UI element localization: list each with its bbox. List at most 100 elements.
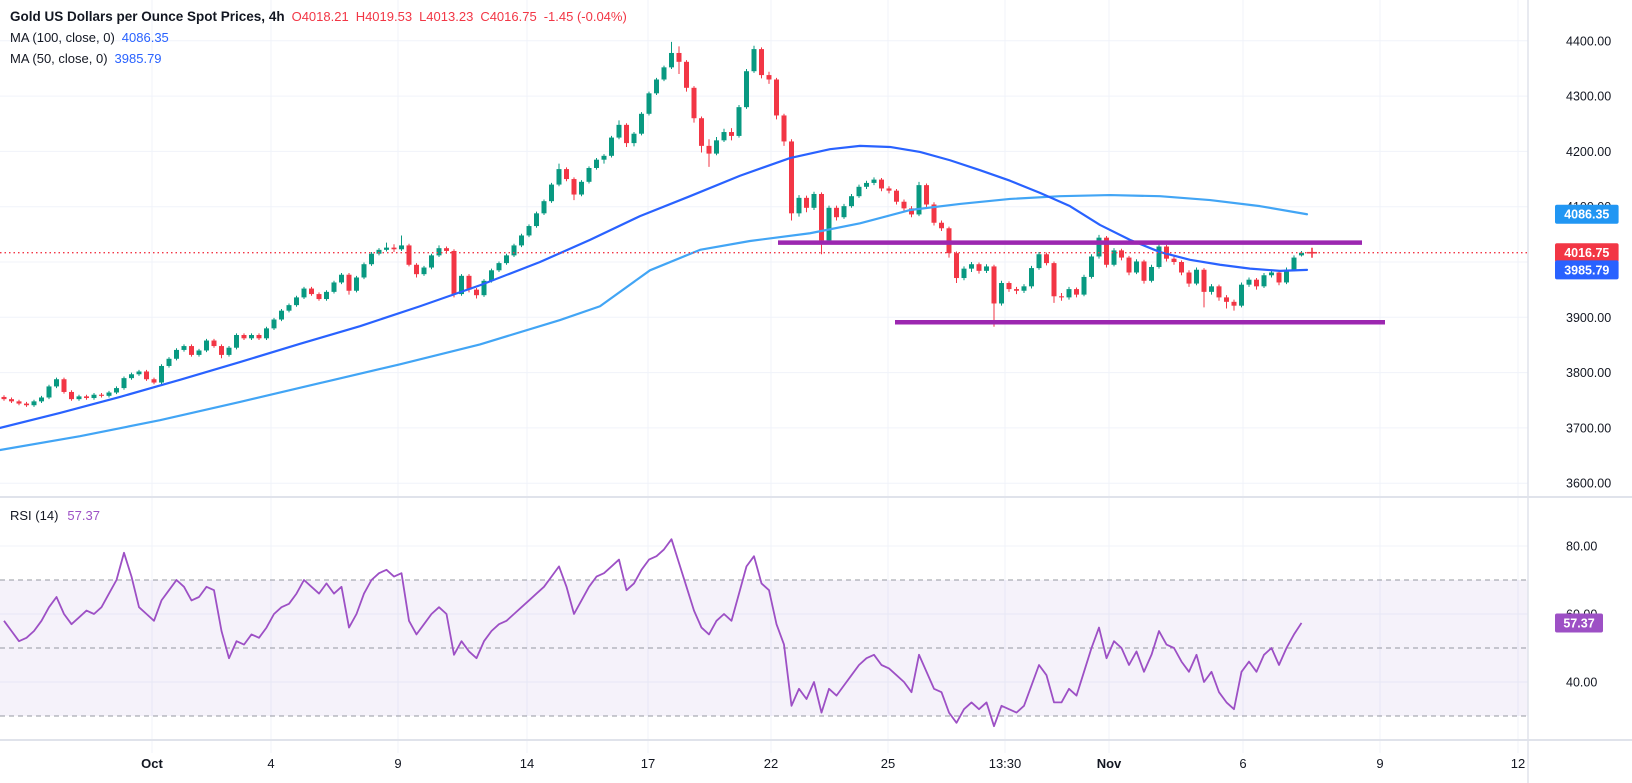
candle <box>286 305 292 311</box>
candle <box>99 394 104 396</box>
candle <box>1036 254 1042 269</box>
svg-text:4400.00: 4400.00 <box>1566 34 1611 48</box>
rsi-line <box>3 538 1303 728</box>
candle <box>106 392 112 396</box>
candle <box>376 249 382 254</box>
candle <box>159 365 164 383</box>
candle <box>564 169 569 180</box>
candle <box>624 124 629 144</box>
svg-text:4016.75: 4016.75 <box>1564 246 1609 260</box>
candle <box>1276 272 1282 283</box>
symbol-title: Gold US Dollars per Ounce Spot Prices, 4… <box>10 9 285 24</box>
price-badge-3985.79: 3985.79 <box>1555 260 1619 280</box>
candle <box>714 140 719 154</box>
candle <box>1216 286 1222 298</box>
ma100-value: 4086.35 <box>121 30 169 45</box>
candle <box>549 184 554 202</box>
symbol-title-row[interactable]: Gold US Dollars per Ounce Spot Prices, 4… <box>10 6 627 27</box>
svg-text:3985.79: 3985.79 <box>1564 263 1609 277</box>
candle <box>1089 256 1094 277</box>
candle <box>646 93 652 114</box>
candle <box>1254 279 1259 287</box>
candle <box>369 253 374 265</box>
rsi-value: 57.37 <box>67 508 100 523</box>
candle <box>354 277 359 291</box>
candle <box>609 137 614 156</box>
candle <box>931 204 937 223</box>
svg-text:57.37: 57.37 <box>1563 616 1594 630</box>
candle <box>1059 296 1064 298</box>
candle <box>1 396 7 400</box>
candle <box>1126 257 1132 273</box>
candle <box>1261 275 1267 287</box>
candle <box>721 132 727 141</box>
candle <box>46 386 52 398</box>
candle <box>16 401 22 404</box>
ma50-label: MA (50, close, 0) <box>10 51 108 66</box>
svg-text:3800.00: 3800.00 <box>1566 366 1611 380</box>
candle <box>1171 258 1177 262</box>
ohlc-open: O4018.21 <box>291 9 349 24</box>
candle <box>841 206 847 218</box>
candle <box>1231 301 1237 306</box>
candle <box>916 185 922 215</box>
candle <box>819 193 824 241</box>
rsi-pane-legend[interactable]: RSI (14) 57.37 <box>10 508 100 523</box>
candle <box>339 274 344 283</box>
candle <box>391 247 397 250</box>
candle <box>856 186 862 197</box>
price-pane-legend: Gold US Dollars per Ounce Spot Prices, 4… <box>10 6 627 69</box>
candle <box>301 288 307 298</box>
candle <box>519 235 524 246</box>
candle <box>541 201 547 214</box>
candle <box>1141 261 1147 281</box>
candle <box>219 346 224 355</box>
rsi-badge: 57.37 <box>1555 613 1603 633</box>
candle <box>511 245 517 256</box>
candle <box>759 49 764 76</box>
candle <box>526 226 532 236</box>
svg-text:3600.00: 3600.00 <box>1566 477 1611 491</box>
svg-text:80.00: 80.00 <box>1566 540 1597 554</box>
candle <box>234 334 239 348</box>
svg-text:4300.00: 4300.00 <box>1566 90 1611 104</box>
candle <box>939 222 944 229</box>
candle <box>331 282 337 292</box>
candle <box>1096 237 1102 257</box>
ma100-line <box>0 193 1309 452</box>
candle <box>871 179 877 183</box>
candle <box>991 266 997 304</box>
candle <box>429 255 434 268</box>
candle <box>399 245 404 250</box>
candle <box>969 264 974 269</box>
candle <box>1066 289 1072 298</box>
candle <box>1209 286 1214 292</box>
candle <box>1044 254 1049 264</box>
candle <box>909 208 914 215</box>
candle <box>151 379 157 383</box>
candle <box>406 245 412 265</box>
indicator-ma100-row[interactable]: MA (100, close, 0) 4086.35 <box>10 27 627 48</box>
candle <box>901 201 907 209</box>
candle <box>691 87 697 119</box>
indicator-ma50-row[interactable]: MA (50, close, 0) 3985.79 <box>10 48 627 69</box>
candle <box>571 179 577 195</box>
price-badge-4086.35: 4086.35 <box>1555 204 1619 224</box>
candle <box>1201 269 1207 292</box>
candle <box>1119 250 1124 258</box>
candle <box>136 371 142 375</box>
time-axis[interactable]: Oct 4 9 14 17 22 25 13:30 Nov 6 9 12 <box>141 756 1525 771</box>
candle <box>684 61 689 88</box>
candle <box>639 113 644 134</box>
candle <box>556 169 562 185</box>
svg-text:Oct: Oct <box>141 756 163 771</box>
candle <box>1111 250 1117 265</box>
candle <box>984 266 989 271</box>
svg-text:17: 17 <box>641 756 655 771</box>
candle <box>1224 297 1229 302</box>
candle <box>196 350 202 355</box>
ma50-line <box>0 144 1309 429</box>
candle <box>84 396 89 399</box>
candle <box>39 397 44 402</box>
